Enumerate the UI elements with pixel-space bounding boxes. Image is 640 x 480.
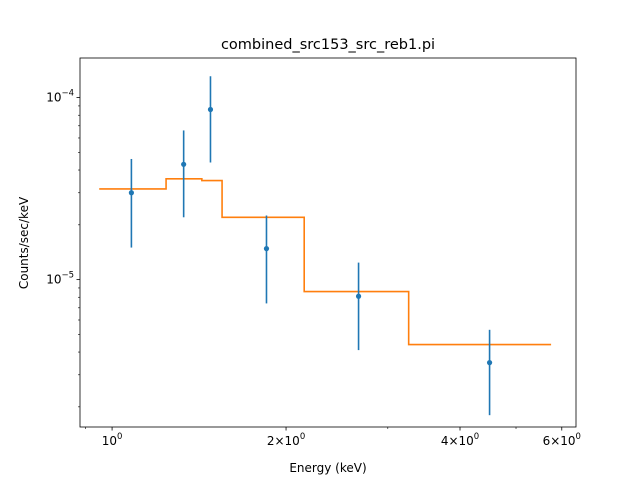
data-point-2 [181,161,187,167]
axes-frame [79,57,577,428]
x-tick-label-4: 6×100 [543,432,581,448]
y-tick-label-2: 10−4 [46,89,74,105]
data-point-6 [486,360,493,366]
x-tick-label-1: 100 [102,432,123,448]
x-tick-label-3: 4×100 [441,432,479,448]
y-tick-label-1: 10−5 [46,271,74,287]
model-step-line [99,177,552,346]
data-point-1 [128,190,134,196]
data-point-4 [263,246,270,252]
x-tick-label-2: 2×100 [267,432,305,448]
x-axis-label: Energy (keV) [289,461,366,475]
chart-title: combined_src153_src_reb1.pi [221,37,435,53]
data-point-5 [355,293,362,299]
plot-area [80,58,576,427]
data-point-3 [207,106,214,113]
y-axis-label: Counts/sec/keV [17,196,31,289]
